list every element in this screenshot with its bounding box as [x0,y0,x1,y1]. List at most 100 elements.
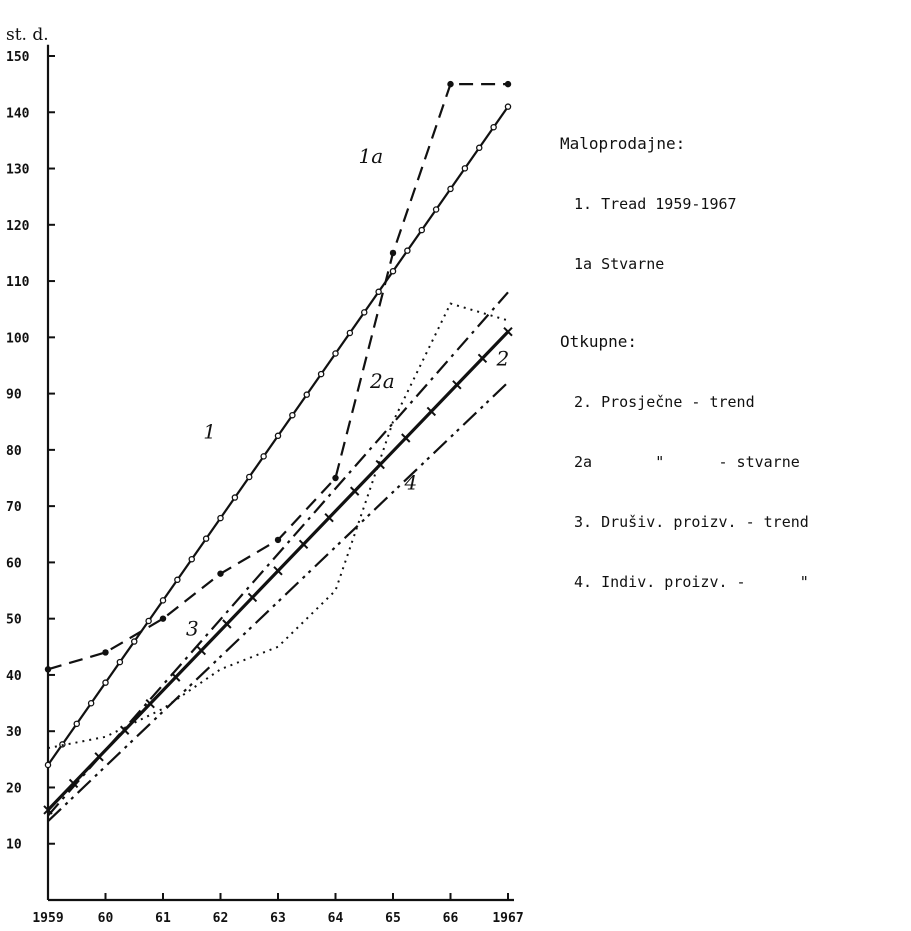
series-label-3: 3 [186,617,199,641]
y-tick-label: 20 [6,781,22,796]
series-point-1 [217,514,224,522]
series-point-1 [130,638,138,645]
y-tick-label: 150 [6,50,30,65]
series-line-3 [47,291,509,817]
series-point-1 [375,288,382,296]
legend-retail-item-1a: 1a Stvarne [574,255,665,273]
series-point-1 [245,473,253,481]
series-point-1a [504,80,512,88]
series-label-4: 4 [404,470,418,494]
series-point-1 [202,535,210,542]
y-tick-label: 10 [6,838,22,853]
series-point-2 [145,698,155,709]
legend-purchase-item-3: 3. Drušiv. proizv. - trend [574,513,809,531]
series-point-1 [73,720,81,728]
y-tick-label: 70 [6,500,22,515]
series-point-1 [389,267,397,275]
x-tick-label: 66 [443,911,459,926]
series-point-1 [274,432,282,440]
series-line-4 [47,381,509,823]
series-point-1 [44,761,52,769]
series-point-2 [273,566,283,576]
series-point-1 [231,494,239,501]
series-labels: 1 1a 2 2a 3 4 [186,144,509,641]
series-label-1: 1 [203,420,216,444]
series-point-1 [360,309,368,316]
x-tick-label: 62 [213,911,229,926]
x-tick-label: 65 [385,911,401,926]
y-tick-label: 60 [6,556,22,571]
y-axis-ticks: 10 20 30 40 50 60 70 80 90 100 110 120 130 140 150 [6,50,55,853]
series-point-1 [87,699,95,707]
y-tick-label: 40 [6,669,22,684]
series-point-1 [418,226,425,234]
series-point-1 [490,123,497,131]
series-point-2 [503,326,513,337]
series-line-1a [47,83,508,671]
y-tick-label: 130 [6,163,30,178]
series-point-1a [447,80,454,88]
y-tick-label: 90 [6,388,22,403]
series-point-2 [324,512,334,523]
series-point-1 [346,329,354,337]
legend-retail-item-1: 1. Tread 1959-1967 [574,195,737,213]
x-tick-label: 61 [155,911,171,926]
series-point-1a [389,249,397,257]
legend-purchase-item-2a: 2a " - stvarne [574,453,800,471]
series-label-2a: 2a [369,369,395,393]
axes [46,44,514,902]
legend-purchase-item-4: 4. Indiv. proizv. - " [574,573,809,591]
y-tick-label: 100 [6,331,30,346]
series-point-1 [102,679,109,686]
legend-purchase-heading: Otkupne: [560,332,638,351]
legend-purchase-item-2: 2. Prosječne - trend [574,393,755,411]
x-tick-label: 1967 [492,911,523,926]
series-point-2 [68,778,79,789]
series-point-1 [289,411,296,419]
x-tick-label: 1959 [32,911,63,926]
legend-retail: Maloprodajne: 1. Tread 1959-1967 1a Stva… [560,94,737,294]
y-tick-label: 120 [6,219,30,234]
series-point-1a [44,666,52,673]
series-point-1 [159,597,167,604]
series-point-2 [222,619,232,629]
series-point-1 [116,658,124,666]
series-point-2 [247,592,258,603]
series-point-1 [303,391,310,398]
series-point-1a [332,474,339,482]
series-point-2 [375,459,385,470]
series-point-1 [432,206,440,213]
series-point-1a [102,649,109,656]
series-point-2 [401,433,411,443]
x-tick-label: 63 [270,911,286,926]
series-point-1 [332,350,339,357]
series-point-2 [426,406,437,417]
series-point-1a [217,570,224,577]
x-axis-ticks: 1959 60 61 62 63 64 65 66 1967 [32,893,524,926]
series-point-1 [317,370,325,378]
series-point-1 [447,185,454,193]
series-point-1a [159,615,167,622]
series-point-2 [349,486,360,496]
series-point-1 [461,165,469,172]
y-axis-title: st. d. [6,25,49,45]
series-point-1a [274,536,282,544]
series-group [43,80,513,823]
series-point-1 [404,247,411,254]
legend-purchase: Otkupne: 2. Prosječne - trend 2a " - stv… [560,292,809,612]
y-tick-label: 80 [6,444,22,459]
series-point-2 [119,725,130,735]
series-point-1 [504,103,512,110]
series-point-1 [475,144,483,152]
y-tick-label: 140 [6,106,30,121]
series-label-2: 2 [496,346,510,370]
series-point-2 [477,353,488,363]
x-tick-label: 60 [98,911,114,926]
series-point-1 [174,576,181,584]
series-point-1 [145,617,152,625]
y-tick-label: 110 [6,275,30,290]
legend-retail-heading: Maloprodajne: [560,134,686,153]
x-tick-label: 64 [328,911,344,926]
series-point-1 [260,453,267,460]
